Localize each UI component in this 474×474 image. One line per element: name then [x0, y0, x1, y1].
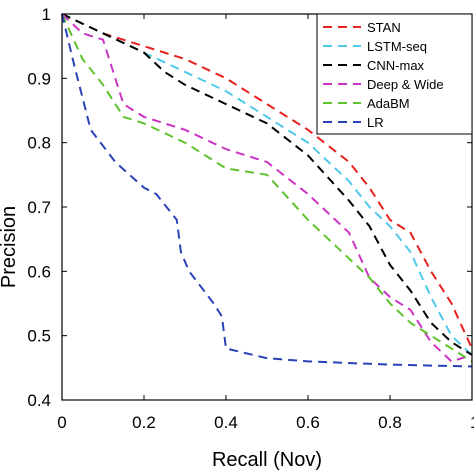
y-axis-label: Precision — [0, 206, 20, 288]
series-line-lr — [61, 13, 473, 368]
x-tick-label: 0.2 — [132, 413, 156, 432]
y-tick-label: 0.5 — [27, 327, 51, 346]
y-tick-label: 0.8 — [27, 134, 51, 153]
legend-label-stan: STAN — [367, 20, 401, 35]
legend-label-lstm-seq: LSTM-seq — [367, 39, 427, 54]
y-tick-label: 1 — [42, 5, 51, 24]
legend: STAN LSTM-seq CNN-max Deep & Wide AdaBM … — [316, 13, 473, 135]
legend-box — [316, 13, 473, 135]
series-line-stan — [61, 13, 473, 349]
x-tick-label: 0.6 — [296, 413, 320, 432]
x-axis-label: Recall (Nov) — [212, 449, 322, 471]
y-tick-label: 0.7 — [27, 198, 51, 217]
series-line-adabm — [61, 13, 473, 363]
legend-label-adabm: AdaBM — [367, 96, 410, 111]
legend-label-lr: LR — [367, 115, 384, 130]
y-tick-label: 0.9 — [27, 69, 51, 88]
series-line-deep-wide — [61, 13, 473, 363]
series-line-cnn-max — [61, 13, 473, 356]
x-tick-label: 0.8 — [378, 413, 402, 432]
x-tick-label: 1 — [470, 413, 474, 432]
series-lines — [61, 13, 473, 368]
x-tick-label: 0.4 — [214, 413, 238, 432]
legend-label-deep-wide: Deep & Wide — [367, 77, 444, 92]
y-tick-label: 0.4 — [27, 391, 51, 410]
x-tick-label: 0 — [57, 413, 66, 432]
legend-label-cnn-max: CNN-max — [367, 58, 425, 73]
series-line-lstm-seq — [61, 13, 473, 356]
y-tick-label: 0.6 — [27, 262, 51, 281]
